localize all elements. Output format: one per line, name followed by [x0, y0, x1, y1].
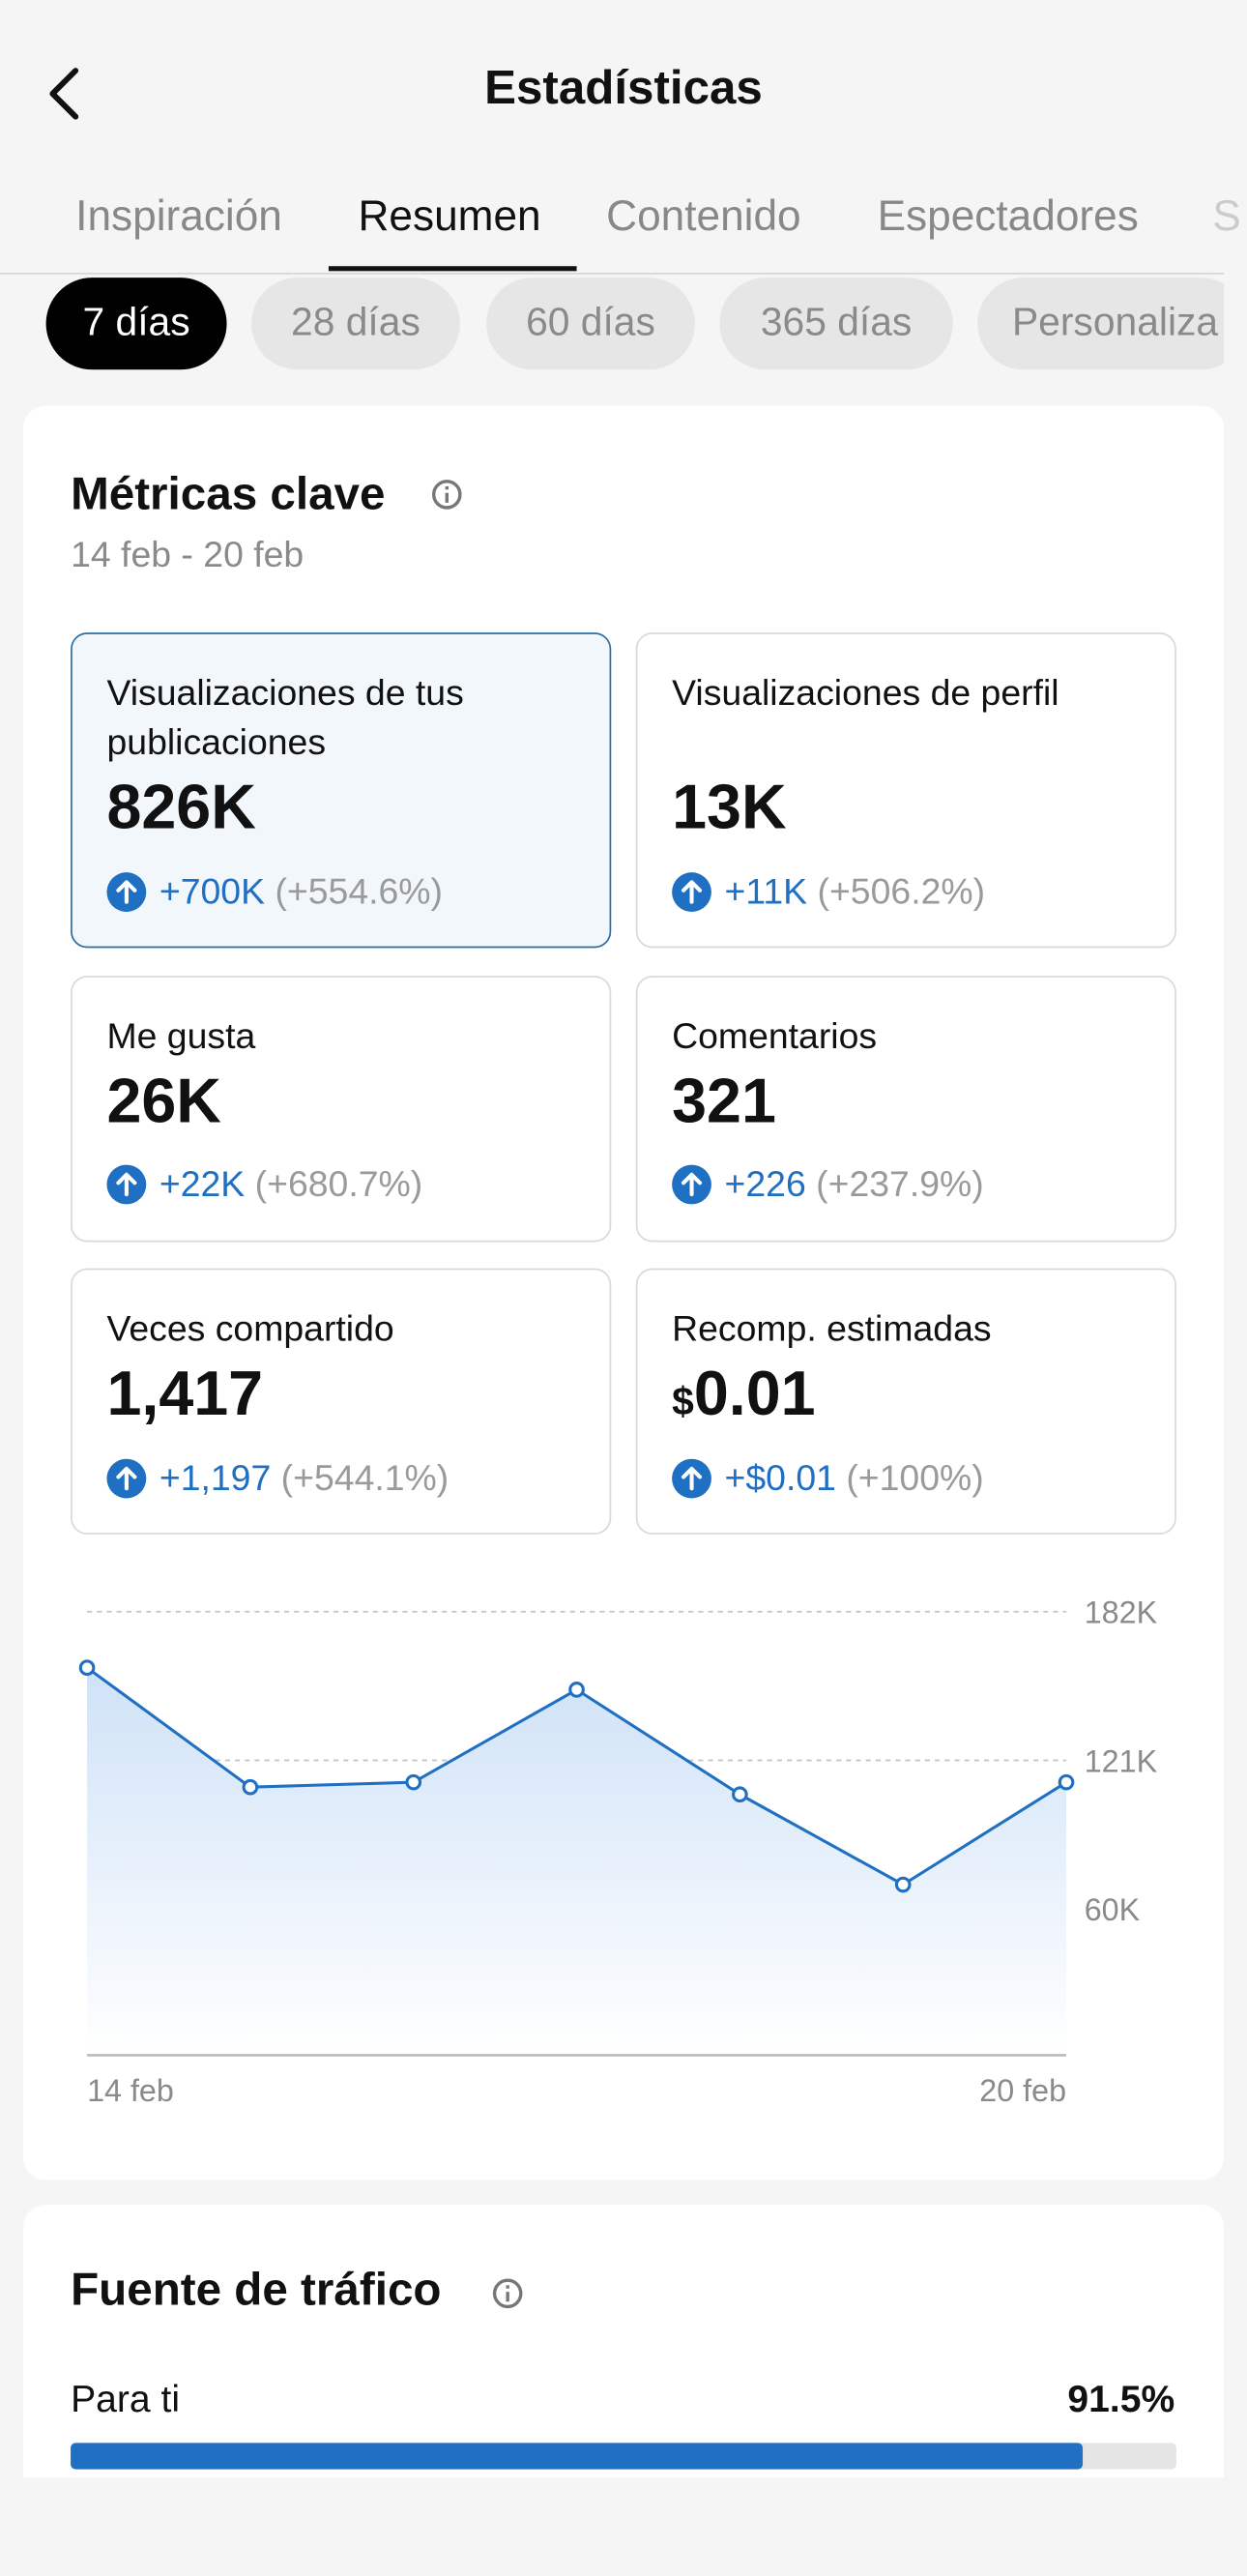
section-title: Fuente de tráfico [71, 2264, 442, 2315]
currency: $ [672, 1380, 694, 1425]
metric-card[interactable] [635, 976, 1176, 1243]
change: +22K [159, 1162, 246, 1205]
value: 13K [672, 774, 787, 843]
metric-label: Veces compartido [106, 1307, 394, 1349]
metric-change: +$0.01 (+100%) [725, 1457, 984, 1500]
point [894, 1876, 912, 1893]
metric-value: 321 [672, 1068, 776, 1138]
up-arrow-icon [672, 872, 711, 912]
arrow [116, 1172, 137, 1197]
traffic-card: Fuente de tráfico [22, 2205, 1225, 2478]
section-title: Métricas clave [71, 468, 386, 519]
metric-card[interactable] [71, 632, 612, 949]
point [242, 1778, 259, 1796]
metric-label: Me gusta [106, 1014, 256, 1057]
metric-card[interactable] [71, 976, 612, 1243]
chart: 60K 121K 182K 14 feb 20 feb [78, 1595, 1158, 2108]
info-icon[interactable] [492, 2278, 523, 2309]
arrow [116, 1466, 137, 1491]
traffic-value: 91.5% [1067, 2377, 1175, 2420]
area [87, 1667, 1067, 2056]
metric-value: 26K [106, 1068, 220, 1138]
up-arrow-icon [672, 1164, 711, 1205]
point [405, 1773, 422, 1791]
change: +1,197 [159, 1457, 272, 1499]
change-pct: (+680.7%) [254, 1162, 423, 1205]
metric-change: +700K (+554.6%) [160, 870, 443, 913]
tab[interactable]: Inspiración [75, 190, 282, 241]
point [732, 1786, 748, 1803]
value: 1,417 [106, 1360, 264, 1430]
value: 0.01 [693, 1360, 816, 1430]
x-tick-label: 14 feb [87, 2073, 174, 2108]
tab[interactable]: Contenido [606, 190, 801, 241]
traffic-label: Para ti [71, 2377, 181, 2420]
tab[interactable]: S [1212, 190, 1241, 241]
x-tick-label: 20 feb [979, 2073, 1066, 2108]
change: +11K [724, 870, 808, 912]
period-pill[interactable]: 60 días [486, 278, 695, 370]
metric-value: $0.01 [672, 1361, 815, 1431]
up-arrow-icon [106, 872, 147, 912]
point [1058, 1773, 1075, 1791]
info-icon[interactable] [431, 480, 462, 510]
bottom-bar [0, 2477, 1247, 2576]
metric-change: +226 (+237.9%) [725, 1163, 984, 1206]
point [568, 1682, 585, 1698]
change: +700K [159, 870, 266, 912]
up-arrow-icon [672, 1458, 711, 1499]
change-pct: (+544.1%) [280, 1457, 450, 1499]
y-tick-label: 121K [1085, 1743, 1158, 1778]
change: +226 [724, 1162, 806, 1205]
arrow [681, 880, 703, 904]
up-arrow-icon [106, 1164, 147, 1205]
metric-value: 826K [106, 774, 255, 844]
metric-card[interactable] [635, 632, 1176, 949]
metric-label: Visualizaciones de perfil [672, 671, 1059, 714]
metric-value: 13K [672, 774, 786, 844]
y-tick-label: 182K [1085, 1595, 1158, 1630]
period-pill[interactable]: 28 días [251, 278, 460, 370]
page-title: Estadísticas [484, 62, 763, 115]
metric-card[interactable] [635, 1268, 1176, 1535]
up-arrow-icon [106, 1458, 147, 1499]
tab[interactable]: Resumen [358, 190, 541, 241]
arrow [681, 1172, 703, 1197]
point [78, 1659, 96, 1677]
metric-change: +22K (+680.7%) [160, 1163, 422, 1206]
period-pill[interactable]: Personaliza [977, 278, 1247, 370]
change-pct: (+237.9%) [816, 1162, 984, 1205]
value: 826K [106, 774, 256, 843]
metric-change: +11K (+506.2%) [725, 870, 986, 913]
divider [0, 273, 1247, 275]
metric-label: Recomp. estimadas [672, 1307, 992, 1349]
tab[interactable]: Espectadores [877, 190, 1139, 241]
arrow [681, 1466, 703, 1491]
metric-value: 1,417 [106, 1361, 263, 1431]
change-pct: (+506.2%) [817, 870, 986, 912]
edge-mask [1224, 262, 1247, 395]
period-pill[interactable]: 365 días [719, 278, 953, 370]
period-pill[interactable]: 7 días [45, 278, 227, 370]
value: 26K [106, 1068, 221, 1137]
change-pct: (+100%) [846, 1457, 984, 1499]
date-range: 14 feb - 20 feb [71, 534, 304, 575]
y-tick-label: 60K [1085, 1892, 1141, 1927]
metric-label: Visualizaciones de tus publicaciones [106, 671, 464, 763]
metric-card[interactable] [71, 1268, 612, 1535]
back-button[interactable] [40, 63, 89, 126]
value: 321 [672, 1068, 776, 1137]
bar [71, 2443, 1083, 2470]
tab-indicator [328, 266, 577, 272]
change: +$0.01 [724, 1457, 836, 1499]
change-pct: (+554.6%) [275, 870, 444, 912]
metric-change: +1,197 (+544.1%) [160, 1457, 449, 1500]
arrow [116, 880, 137, 904]
metric-label: Comentarios [672, 1014, 878, 1057]
